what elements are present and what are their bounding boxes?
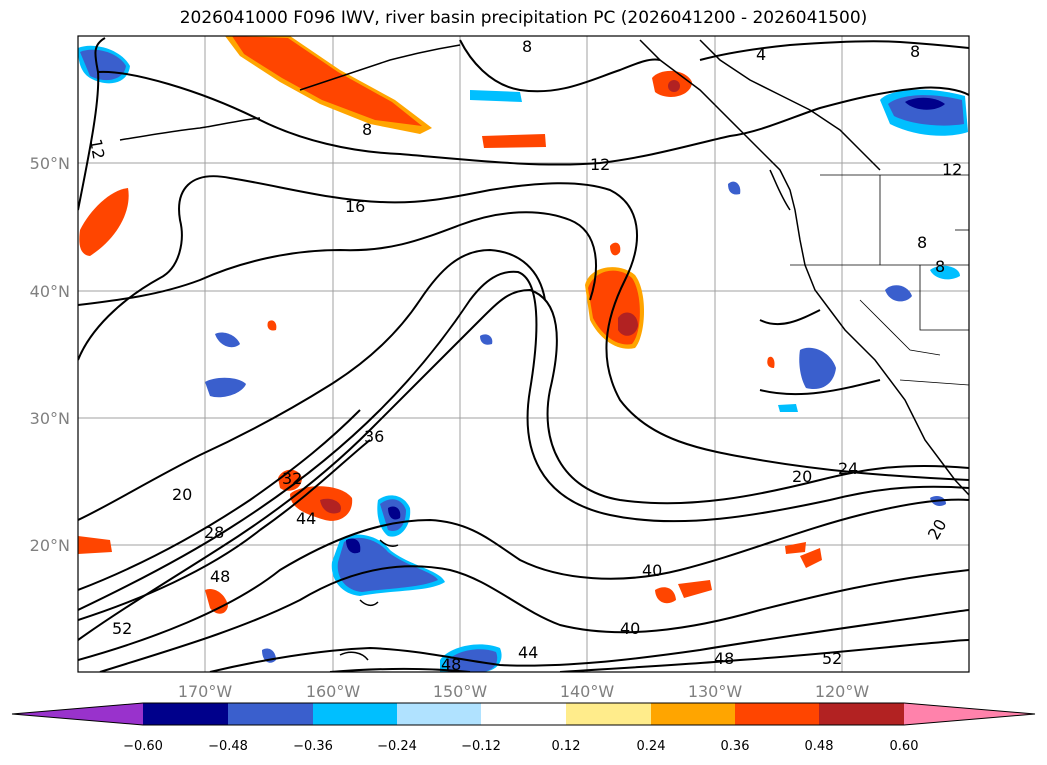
precip-positive-blob xyxy=(655,587,676,604)
colorbar-tick-label: −0.48 xyxy=(208,739,248,754)
contour-label: 44 xyxy=(518,643,538,662)
colorbar-tick-label: −0.60 xyxy=(123,739,163,754)
contour-label: 4 xyxy=(756,45,766,64)
lon-label: 160°W xyxy=(306,682,361,701)
colorbar-segment xyxy=(566,703,651,725)
colorbar-segment xyxy=(651,703,735,725)
lat-label: 50°N xyxy=(30,154,70,173)
contour-label: 48 xyxy=(441,655,461,674)
precip-positive-blob xyxy=(482,134,546,148)
precip-negative-blob xyxy=(215,332,240,348)
contour-label: 12 xyxy=(86,137,108,160)
precip-positive-blob xyxy=(800,548,822,568)
precip-positive-blob xyxy=(205,588,228,614)
colorbar-extend-left xyxy=(12,703,143,725)
colorbar-tick-label: 0.36 xyxy=(721,739,750,754)
contour-label: 12 xyxy=(942,160,962,179)
precip-negative-blob xyxy=(480,334,493,345)
colorbar-tick-label: 0.24 xyxy=(637,739,666,754)
contour-label: 8 xyxy=(917,233,927,252)
colorbar-segment xyxy=(397,703,481,725)
contour-label: 36 xyxy=(364,427,384,446)
colorbar-segment xyxy=(819,703,904,725)
precip-positive-blob xyxy=(767,356,775,368)
contour-label: 32 xyxy=(282,469,302,488)
contour-label: 40 xyxy=(642,561,662,580)
colorbar-tick-label: −0.24 xyxy=(377,739,417,754)
contour-label: 52 xyxy=(112,619,132,638)
lat-label: 30°N xyxy=(30,409,70,428)
colorbar-tick-label: 0.60 xyxy=(890,739,919,754)
precip-negative-blob xyxy=(885,285,912,302)
contour-label: 12 xyxy=(590,155,610,174)
precip-positive-blob xyxy=(610,242,621,256)
colorbar-segment xyxy=(735,703,819,725)
precip-positive-blob xyxy=(678,580,712,598)
contour-label: 48 xyxy=(210,567,230,586)
precip-positive-blob xyxy=(78,536,112,554)
coastlines xyxy=(119,39,969,661)
precip-positive-blob xyxy=(267,320,277,331)
longitude-labels: 170°W 160°W 150°W 140°W 130°W 120°W xyxy=(178,682,870,701)
lon-label: 130°W xyxy=(688,682,743,701)
precip-positive-blob xyxy=(618,312,638,336)
lon-label: 170°W xyxy=(178,682,233,701)
contour-label: 40 xyxy=(620,619,640,638)
precip-positive-blob xyxy=(785,542,806,554)
colorbar: −0.60 −0.48 −0.36 −0.24 −0.12 0.12 0.24 … xyxy=(11,702,1036,754)
precip-positive-blob xyxy=(79,188,129,256)
contour-label: 28 xyxy=(204,523,224,542)
contour-label: 8 xyxy=(522,37,532,56)
precip-negative-blob xyxy=(905,97,945,110)
colorbar-extend-right xyxy=(904,703,1035,725)
contour-label: 8 xyxy=(362,120,372,139)
precip-positive-blob xyxy=(320,498,341,514)
contour-label: 8 xyxy=(935,257,945,276)
contour-label: 16 xyxy=(345,197,365,216)
contour-label: 8 xyxy=(910,42,920,61)
colorbar-tick-label: 0.48 xyxy=(805,739,834,754)
precip-negative-blob xyxy=(205,377,246,398)
lon-label: 140°W xyxy=(560,682,615,701)
precip-negative-blob xyxy=(728,181,741,195)
lon-label: 150°W xyxy=(433,682,488,701)
map-border xyxy=(77,35,970,673)
precip-negative-blob xyxy=(799,347,836,390)
precip-negative-blob xyxy=(346,538,361,554)
contour-label: 20 xyxy=(792,467,812,486)
lat-label: 40°N xyxy=(30,282,70,301)
contour-label: 24 xyxy=(838,459,858,478)
lon-label: 120°W xyxy=(815,682,870,701)
colorbar-segment xyxy=(228,703,313,725)
colorbar-segment xyxy=(481,703,566,725)
lat-label: 20°N xyxy=(30,536,70,555)
contour-labels: 12 8 4 8 12 16 12 8 8 8 36 32 44 28 20 4… xyxy=(86,37,962,674)
contour-label: 20 xyxy=(172,485,192,504)
precip-negative-blob xyxy=(778,404,798,412)
precip-positive-blob xyxy=(668,80,680,92)
precip-negative-blob xyxy=(470,90,522,102)
colorbar-tick-label: 0.12 xyxy=(552,739,581,754)
contour-label: 52 xyxy=(822,649,842,668)
precip-negative-blob xyxy=(388,506,401,520)
map-title: 2026041000 F096 IWV, river basin precipi… xyxy=(179,8,868,28)
contour-label: 48 xyxy=(714,649,734,668)
colorbar-segment xyxy=(313,703,397,725)
latitude-labels: 50°N 40°N 30°N 20°N xyxy=(30,154,70,555)
precip-negative-blob xyxy=(930,265,960,280)
colorbar-segment xyxy=(143,703,228,725)
colorbar-tick-label: −0.36 xyxy=(293,739,333,754)
colorbar-tick-label: −0.12 xyxy=(461,739,501,754)
colorbar-outline xyxy=(11,702,1036,726)
precip-negative-blob xyxy=(337,537,438,592)
iwv-contours xyxy=(78,37,969,672)
contour-label: 44 xyxy=(296,509,316,528)
